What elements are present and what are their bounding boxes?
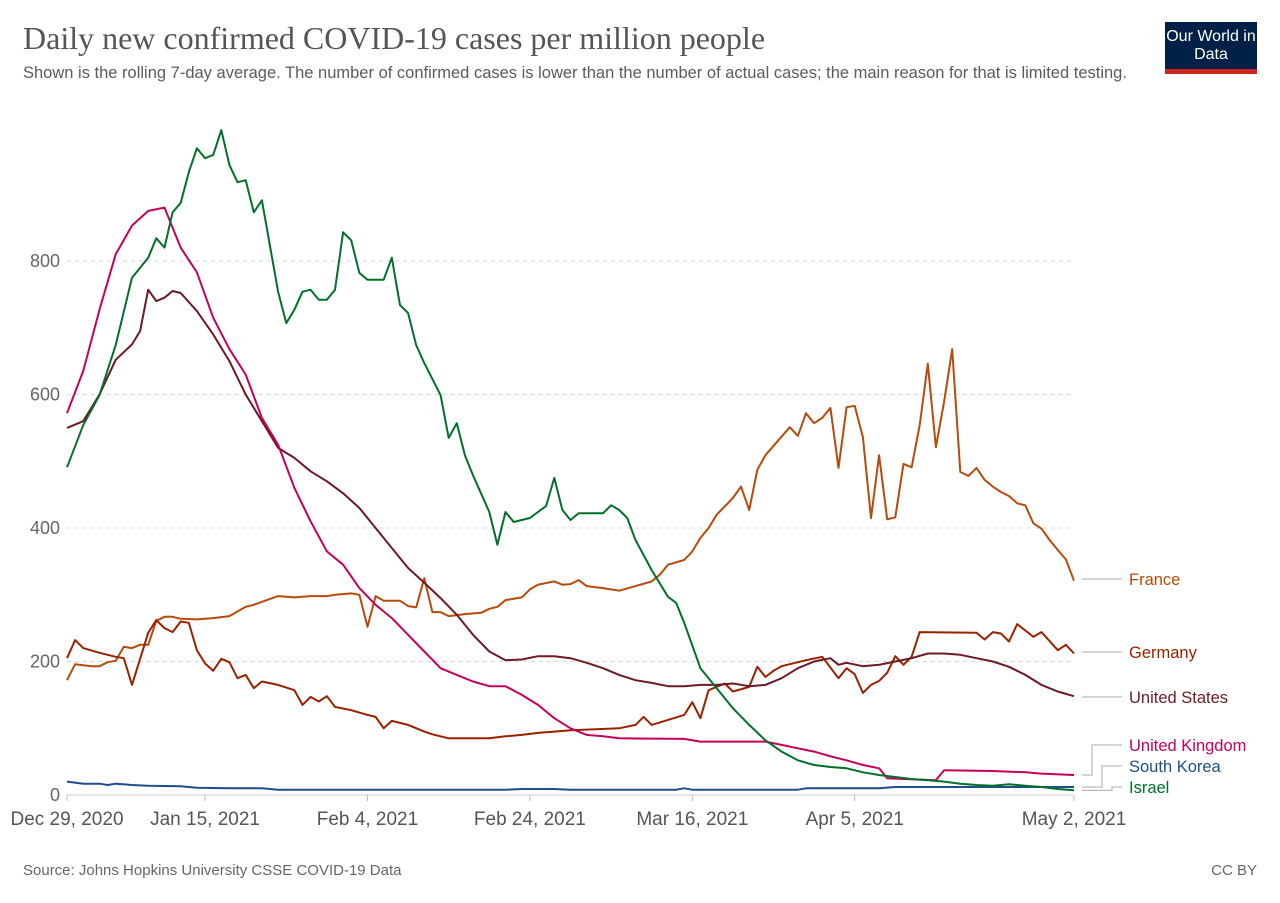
series-label-south-korea[interactable]: South Korea (1129, 758, 1222, 776)
series-lines (66, 129, 1075, 792)
x-axis: Dec 29, 2020 Jan 15, 2021 Feb 4, 2021 Feb 2… (10, 795, 1126, 830)
x-tick-label: Feb 4, 2021 (317, 809, 418, 830)
y-tick-label: 400 (30, 518, 60, 538)
series-label-israel[interactable]: Israel (1129, 779, 1169, 797)
label-connector (1082, 765, 1122, 788)
x-tick-label: May 2, 2021 (1022, 809, 1127, 830)
chart-title: Daily new confirmed COVID-19 cases per m… (23, 20, 766, 56)
y-tick-label: 200 (30, 652, 60, 672)
label-connector (1082, 744, 1122, 776)
x-tick-label: Jan 15, 2021 (150, 809, 260, 830)
y-tick-label: 0 (50, 785, 60, 805)
owid-logo[interactable]: Our World in Data (1165, 22, 1257, 74)
series-label-united-kingdom[interactable]: United Kingdom (1129, 737, 1246, 755)
series-line-israel[interactable] (66, 129, 1075, 792)
series-line-south-korea[interactable] (66, 780, 1074, 791)
gridlines (67, 260, 1074, 796)
series-label-united-states[interactable]: United States (1129, 689, 1228, 707)
logo-bar (1165, 69, 1257, 74)
series-label-france[interactable]: France (1129, 571, 1180, 589)
series-line-germany[interactable] (66, 619, 1075, 740)
x-tick-label: Feb 24, 2021 (474, 809, 586, 830)
license-link[interactable]: CC BY (1211, 862, 1257, 879)
chart-subtitle: Shown is the rolling 7-day average. The … (23, 64, 1127, 82)
logo-text: Our World in Data (1166, 28, 1256, 63)
x-tick-label: Apr 5, 2021 (806, 809, 904, 830)
y-tick-label: 800 (30, 251, 60, 271)
series-line-united-states[interactable] (66, 288, 1075, 698)
y-tick-label: 600 (30, 385, 60, 405)
series-line-united-kingdom[interactable] (66, 206, 1075, 782)
series-labels: France Germany United States United Kingdom… (1082, 571, 1246, 797)
label-connector (1082, 786, 1122, 791)
source-note: Source: Johns Hopkins University CSSE CO… (23, 862, 402, 879)
x-tick-label: Mar 16, 2021 (636, 809, 748, 830)
series-label-germany[interactable]: Germany (1129, 644, 1198, 662)
y-axis: 0 200 400 600 800 (30, 251, 60, 805)
series-line-france[interactable] (66, 348, 1075, 681)
x-tick-label: Dec 29, 2020 (10, 809, 123, 830)
